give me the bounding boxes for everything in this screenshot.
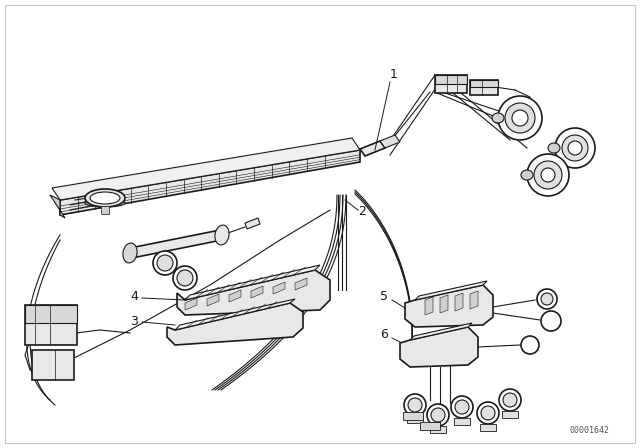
Circle shape: [153, 251, 177, 275]
Polygon shape: [207, 294, 219, 306]
Polygon shape: [415, 281, 487, 300]
Polygon shape: [360, 141, 385, 156]
Bar: [502, 411, 518, 418]
Circle shape: [555, 128, 595, 168]
Polygon shape: [455, 293, 463, 311]
Circle shape: [477, 402, 499, 424]
Polygon shape: [410, 323, 472, 340]
Circle shape: [451, 396, 473, 418]
Polygon shape: [400, 327, 478, 367]
Circle shape: [527, 154, 569, 196]
Polygon shape: [251, 286, 263, 298]
Bar: [435, 75, 467, 93]
Ellipse shape: [85, 199, 125, 207]
Circle shape: [177, 270, 193, 286]
Polygon shape: [229, 290, 241, 302]
Polygon shape: [175, 299, 295, 330]
Circle shape: [505, 103, 535, 133]
Text: 4: 4: [130, 290, 138, 303]
Circle shape: [562, 135, 588, 161]
Circle shape: [499, 389, 521, 411]
Polygon shape: [130, 230, 222, 258]
Polygon shape: [167, 303, 303, 345]
Circle shape: [481, 406, 495, 420]
Bar: [430, 426, 446, 433]
Polygon shape: [177, 270, 330, 315]
Polygon shape: [380, 135, 400, 148]
Ellipse shape: [521, 170, 533, 180]
Ellipse shape: [123, 243, 137, 263]
Polygon shape: [295, 278, 307, 290]
Circle shape: [512, 110, 528, 126]
Polygon shape: [101, 206, 109, 214]
Text: 2: 2: [358, 205, 366, 218]
Ellipse shape: [215, 225, 229, 245]
Circle shape: [404, 394, 426, 416]
Circle shape: [427, 404, 449, 426]
Ellipse shape: [90, 192, 120, 204]
Circle shape: [408, 398, 422, 412]
Circle shape: [537, 289, 557, 309]
Bar: [25, 305, 77, 345]
Circle shape: [534, 161, 562, 189]
Ellipse shape: [492, 113, 504, 123]
Bar: [32, 350, 74, 380]
Circle shape: [498, 96, 542, 140]
Polygon shape: [405, 285, 493, 327]
Circle shape: [521, 336, 539, 354]
Text: 5: 5: [380, 290, 388, 303]
Text: 6: 6: [380, 328, 388, 341]
Bar: [407, 416, 423, 423]
Polygon shape: [50, 195, 65, 218]
Ellipse shape: [85, 189, 125, 207]
Bar: [470, 80, 498, 87]
Circle shape: [173, 266, 197, 290]
Circle shape: [157, 255, 173, 271]
Bar: [470, 80, 498, 95]
Ellipse shape: [548, 143, 560, 153]
Bar: [25, 305, 77, 323]
Text: 1: 1: [390, 68, 398, 81]
Polygon shape: [425, 297, 433, 315]
Polygon shape: [470, 291, 478, 309]
Circle shape: [541, 293, 553, 305]
Circle shape: [541, 311, 561, 331]
Bar: [454, 418, 470, 425]
Circle shape: [503, 393, 517, 407]
Polygon shape: [273, 282, 285, 294]
Text: 3: 3: [130, 315, 138, 328]
Polygon shape: [185, 298, 197, 310]
Bar: [435, 75, 467, 84]
Polygon shape: [420, 422, 440, 430]
Polygon shape: [185, 265, 320, 300]
Polygon shape: [60, 150, 360, 215]
Polygon shape: [440, 295, 448, 313]
Bar: [480, 424, 496, 431]
Circle shape: [431, 408, 445, 422]
Circle shape: [455, 400, 469, 414]
Circle shape: [568, 141, 582, 155]
Polygon shape: [52, 138, 360, 200]
Text: 00001642: 00001642: [570, 426, 610, 435]
Polygon shape: [245, 218, 260, 229]
Polygon shape: [403, 412, 423, 420]
Circle shape: [541, 168, 555, 182]
